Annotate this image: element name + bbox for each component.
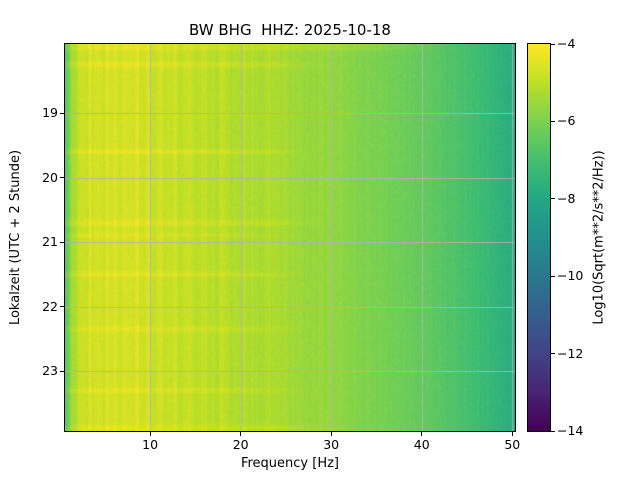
y-tick-label: 21 — [42, 234, 58, 249]
y-tick-label: 20 — [42, 169, 58, 185]
y-tick — [60, 241, 64, 243]
chart-title: BW BHG HHZ: 2025-10-18 — [189, 21, 391, 39]
colorbar-tick — [551, 430, 555, 432]
colorbar-tick-label: −14 — [557, 423, 584, 438]
x-tick-label: 40 — [413, 437, 430, 452]
colorbar-tick — [551, 275, 555, 277]
y-tick — [60, 177, 64, 178]
x-tick — [330, 432, 332, 436]
colorbar-tick — [551, 43, 555, 45]
colorbar-tick-label: −12 — [557, 345, 584, 361]
colorbar-label: Log10(Sqrt(m**2/s**2/Hz)) — [591, 150, 607, 325]
y-tick — [60, 306, 64, 307]
colorbar-tick-label: −10 — [557, 268, 584, 284]
y-tick-label: 22 — [42, 298, 58, 314]
y-axis-label-wrap: Lokalzeit (UTC + 2 Stunde) — [2, 44, 30, 431]
colorbar-tick-label: −6 — [557, 113, 576, 129]
y-axis-label: Lokalzeit (UTC + 2 Stunde) — [8, 149, 24, 326]
x-tick — [511, 432, 513, 436]
gridline-overlay — [65, 44, 515, 431]
y-tick — [60, 112, 64, 114]
x-tick — [421, 432, 423, 436]
y-tick-label: 23 — [42, 363, 58, 378]
x-tick — [240, 432, 242, 436]
y-tick-label: 19 — [42, 105, 58, 120]
colorbar-tick — [551, 120, 555, 122]
x-tick-label: 30 — [323, 437, 340, 452]
x-tick-label: 50 — [504, 437, 521, 452]
x-tick — [149, 432, 151, 436]
plot-area — [64, 43, 516, 432]
colorbar-tick — [551, 353, 555, 355]
x-axis-label: Frequency [Hz] — [240, 456, 340, 471]
y-tick — [60, 370, 64, 372]
x-tick-label: 20 — [232, 437, 249, 452]
colorbar-label-wrap: Log10(Sqrt(m**2/s**2/Hz)) — [585, 44, 613, 431]
colorbar-tick-label: −8 — [557, 190, 576, 206]
colorbar-tick — [551, 198, 555, 200]
colorbar-tick-label: −4 — [557, 36, 576, 51]
colorbar-gradient — [528, 44, 550, 431]
x-tick-label: 10 — [142, 437, 159, 452]
colorbar — [527, 43, 551, 432]
